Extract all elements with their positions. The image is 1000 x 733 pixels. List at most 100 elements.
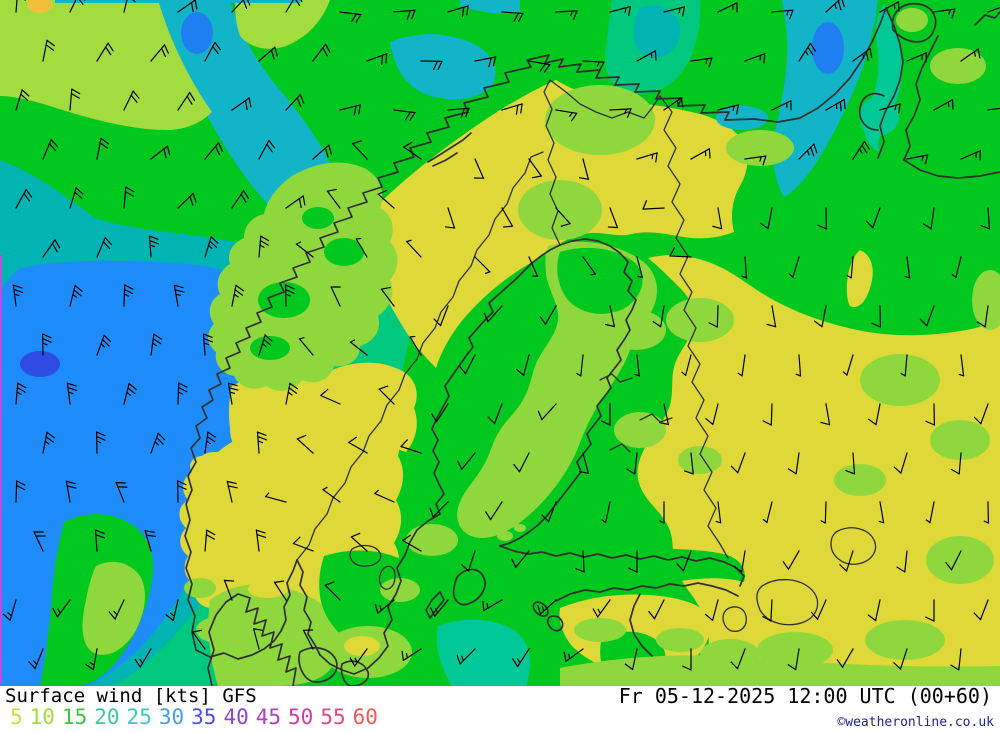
wind-barb <box>148 235 160 258</box>
coastline-oslofjord-east <box>296 559 321 656</box>
wind-barb <box>607 207 619 229</box>
wind-barb <box>787 648 800 671</box>
wind-barb <box>788 256 800 278</box>
wind-barb <box>447 107 470 118</box>
wind-barb <box>983 501 990 524</box>
wind-barb <box>904 256 911 279</box>
speed-region-denmark-lightgreen <box>208 584 341 686</box>
wind-barb <box>578 158 590 181</box>
wind-barb <box>285 382 299 405</box>
wind-barb <box>842 354 854 376</box>
coastline-gotland-island <box>452 568 486 606</box>
wind-barb <box>115 481 128 503</box>
wind-barb <box>950 648 962 671</box>
wind-barb <box>474 56 497 68</box>
speed-region-cyan-top-strip-2 <box>460 0 520 14</box>
wind-barb <box>871 305 882 328</box>
wind-barb <box>705 403 719 426</box>
speed-region-mountain-lightgreen-band <box>208 162 398 391</box>
coastline-russia-north-coast <box>903 159 1000 179</box>
speed-region-gulf-finland-green <box>538 544 746 596</box>
speed-region-yellow-kola-sliver <box>846 250 873 308</box>
wind-barbs-layer <box>2 0 1000 671</box>
wind-barb <box>717 1 738 13</box>
wind-barb <box>867 403 881 426</box>
wind-barb <box>601 403 611 426</box>
wind-barb <box>973 599 989 621</box>
coastline-hiiumaa-island <box>546 615 564 632</box>
wind-barb <box>730 648 746 670</box>
wind-barb <box>96 236 113 258</box>
coastline-whitesea-inner-bay <box>858 92 885 131</box>
wind-barb <box>255 529 267 552</box>
wind-barb <box>582 60 605 71</box>
speed-spot-whitesea-east-lightgreen <box>930 48 986 84</box>
wind-barb <box>330 286 341 307</box>
wind-barb <box>576 354 584 377</box>
wind-barb <box>284 284 295 307</box>
speed-spot-russia-lightgreen-2 <box>930 420 990 460</box>
coastline-topright-coast-bit <box>974 11 1000 26</box>
wind-barb <box>578 452 590 475</box>
wind-barb <box>669 247 692 258</box>
wind-barb <box>429 501 449 518</box>
legend-value: 30 <box>158 705 185 729</box>
speed-region-barents-cyan-band <box>773 0 878 197</box>
border-lake-peipus <box>722 606 747 632</box>
speed-spot-barents-teal-spur <box>716 106 768 130</box>
wind-barb <box>12 284 24 307</box>
wind-barb <box>459 354 476 375</box>
wind-barb <box>42 39 56 62</box>
wind-barb <box>708 305 719 328</box>
wind-barb <box>202 333 214 356</box>
wind-barb <box>302 629 314 650</box>
border-sweden-norway-border <box>296 151 544 561</box>
speed-spot-aland-speck-1 <box>497 531 513 541</box>
wind-barb <box>400 439 422 454</box>
wind-barb <box>226 480 238 503</box>
wind-barb <box>456 648 476 665</box>
wind-barb <box>177 382 188 405</box>
border-lake-vattern <box>378 565 396 590</box>
wind-barb <box>2 599 17 622</box>
speed-region-lightgreen-topleft-2 <box>235 0 330 49</box>
copyright-label: ©weatheronline.co.uk <box>837 715 994 730</box>
wind-barb <box>393 9 416 20</box>
border-finland-russia-border <box>659 95 729 559</box>
wind-barb <box>295 241 314 258</box>
speed-spot-mountain-green-core-4 <box>302 207 334 229</box>
speed-spot-finland-lightgreen-4 <box>678 446 722 474</box>
wind-barb <box>681 354 692 377</box>
wind-barb <box>744 155 767 166</box>
wind-barb <box>537 599 557 615</box>
wind-barb <box>592 599 611 618</box>
wind-barb <box>347 436 368 454</box>
legend-value: 10 <box>29 705 55 729</box>
speed-spot-russia-lightgreen-6 <box>757 632 833 668</box>
wind-barb <box>820 501 827 524</box>
wind-barb <box>231 284 245 307</box>
wind-barb <box>322 486 341 503</box>
speed-spot-finland-lightgreen-1 <box>666 298 734 342</box>
legend-value: 50 <box>288 705 314 729</box>
border-norway-finland-border <box>549 79 661 119</box>
wind-barb <box>69 0 86 13</box>
wind-barb <box>933 98 954 111</box>
speed-spot-stockholm-lightgreen-1 <box>406 524 458 556</box>
border-lake-vanern <box>349 544 382 567</box>
wind-barb <box>712 207 723 230</box>
wind-barb <box>374 599 395 615</box>
wind-barb <box>642 200 665 210</box>
wind-barb <box>575 550 585 573</box>
wind-barb <box>636 152 658 163</box>
wind-barb <box>165 599 179 622</box>
speed-spot-russia-lightgreen-1 <box>860 354 940 406</box>
border-sweden-finland-border <box>543 79 561 246</box>
wind-barb <box>733 550 746 573</box>
wind-barb <box>173 284 185 307</box>
wind-barb <box>42 138 59 160</box>
speed-spot-russia-lightgreen-5 <box>865 620 945 660</box>
wind-barb <box>339 11 362 24</box>
wind-barb <box>922 207 935 230</box>
wind-barb <box>355 237 368 258</box>
